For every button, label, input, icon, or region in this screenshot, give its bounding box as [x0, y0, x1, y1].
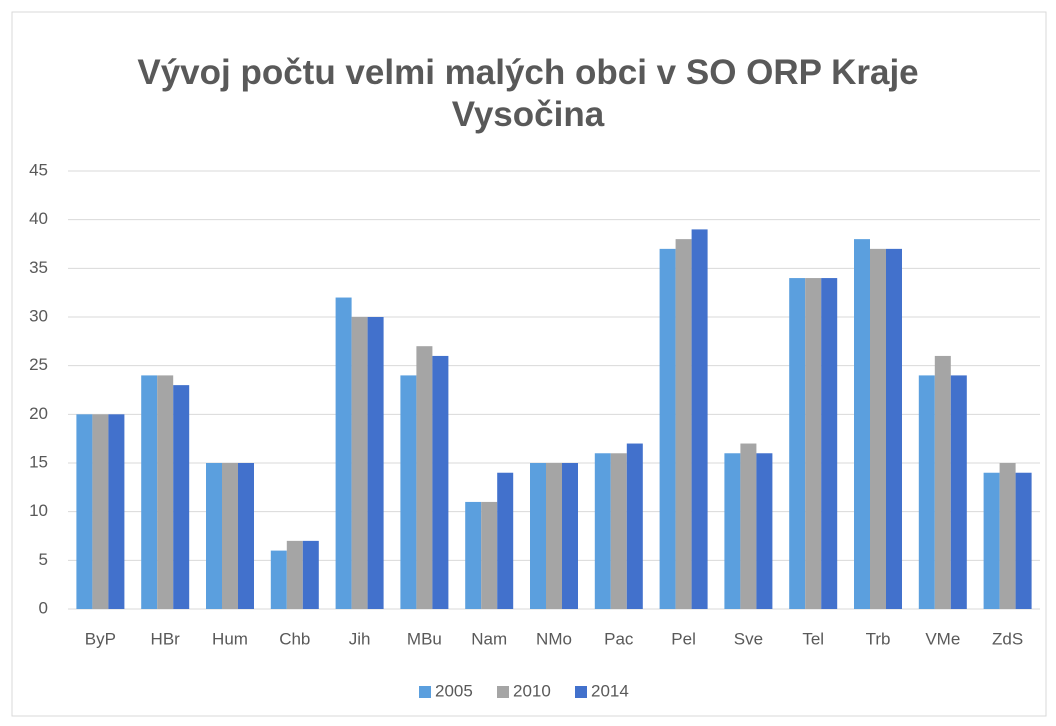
y-tick-label: 25 [29, 355, 48, 374]
bar [335, 297, 352, 609]
x-tick-label: VMe [925, 629, 960, 648]
bar [999, 463, 1016, 609]
bar [983, 472, 1000, 609]
bar [626, 443, 643, 609]
y-tick-label: 10 [29, 501, 48, 520]
y-tick-label: 35 [29, 258, 48, 277]
bar [805, 278, 822, 609]
bar [950, 375, 967, 609]
legend-swatch [575, 686, 587, 698]
bar [400, 375, 417, 609]
bar [481, 501, 498, 609]
bar [756, 453, 773, 609]
bar [351, 317, 368, 609]
y-tick-label: 20 [29, 404, 48, 423]
y-tick-label: 45 [29, 160, 48, 179]
bar [108, 414, 125, 609]
bar [740, 443, 757, 609]
y-tick-label: 15 [29, 452, 48, 471]
bar [302, 540, 319, 609]
legend-swatch [497, 686, 509, 698]
bar [854, 239, 870, 609]
bar [530, 463, 546, 609]
x-tick-label: Pel [671, 629, 696, 648]
bar [562, 463, 578, 609]
bar [416, 346, 433, 609]
legend-label: 2010 [513, 681, 551, 700]
bar [1015, 472, 1032, 609]
bar [594, 453, 611, 609]
x-tick-label: Pac [604, 629, 634, 648]
legend-label: 2014 [591, 681, 629, 700]
x-tick-label: ByP [85, 629, 116, 648]
bar [870, 248, 886, 609]
bar [934, 355, 951, 609]
bar [173, 385, 190, 609]
y-tick-label: 30 [29, 306, 48, 325]
y-tick-label: 40 [29, 209, 48, 228]
y-tick-label: 0 [39, 598, 48, 617]
bar [206, 463, 222, 609]
x-tick-label: Sve [734, 629, 763, 648]
x-tick-label: Chb [279, 629, 310, 648]
x-tick-label: Trb [866, 629, 891, 648]
x-tick-label: Nam [471, 629, 507, 648]
bar [157, 375, 174, 609]
y-tick-label: 5 [39, 550, 48, 569]
x-tick-label: Hum [212, 629, 248, 648]
bar [270, 550, 287, 609]
x-tick-label: NMo [536, 629, 572, 648]
x-tick-label: Tel [802, 629, 824, 648]
bar [222, 463, 238, 609]
bar [724, 453, 741, 609]
bar [691, 229, 708, 609]
bar [546, 463, 562, 609]
bar [465, 501, 482, 609]
bar [238, 463, 254, 609]
bar [497, 472, 514, 609]
legend-label: 2005 [435, 681, 473, 700]
bar [675, 239, 692, 609]
bar [76, 414, 93, 609]
x-tick-label: Jih [349, 629, 371, 648]
x-tick-label: HBr [151, 629, 181, 648]
bar [367, 317, 384, 609]
x-tick-label: MBu [407, 629, 442, 648]
bar [821, 278, 838, 609]
bar [659, 248, 676, 609]
bar [286, 540, 303, 609]
bar [92, 414, 109, 609]
x-tick-label: ZdS [992, 629, 1023, 648]
bar [789, 278, 806, 609]
bar [918, 375, 935, 609]
bar [886, 248, 902, 609]
chart-title: Vývoj počtu velmi malých obci v SO ORP K… [137, 53, 919, 134]
bar [432, 355, 449, 609]
legend-swatch [419, 686, 431, 698]
bar [141, 375, 158, 609]
bar [610, 453, 627, 609]
